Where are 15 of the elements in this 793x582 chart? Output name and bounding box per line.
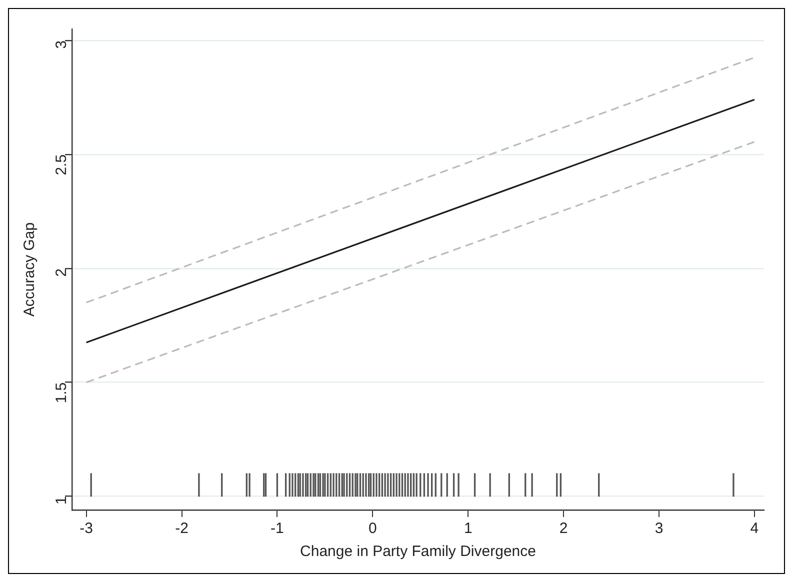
x-tick-label: 2 — [559, 520, 568, 538]
y-tick-label: 2 — [53, 268, 70, 277]
x-tick-label: -3 — [80, 520, 93, 538]
x-tick-label: 1 — [464, 520, 472, 538]
x-tick-label: 0 — [368, 520, 377, 538]
y-tick-label: 2.5 — [53, 154, 70, 176]
x-tick-label: 3 — [654, 520, 664, 538]
y-tick-label: 1 — [53, 496, 70, 505]
x-tick-label: 4 — [750, 520, 759, 538]
y-tick-label: 1.5 — [53, 382, 70, 404]
x-axis-title: Change in Party Family Divergence — [300, 543, 536, 560]
y-tick-label: 3 — [53, 40, 70, 49]
x-tick-label: -1 — [270, 520, 284, 538]
x-tick-label: -2 — [175, 520, 188, 538]
y-axis-title: Accuracy Gap — [21, 222, 38, 317]
